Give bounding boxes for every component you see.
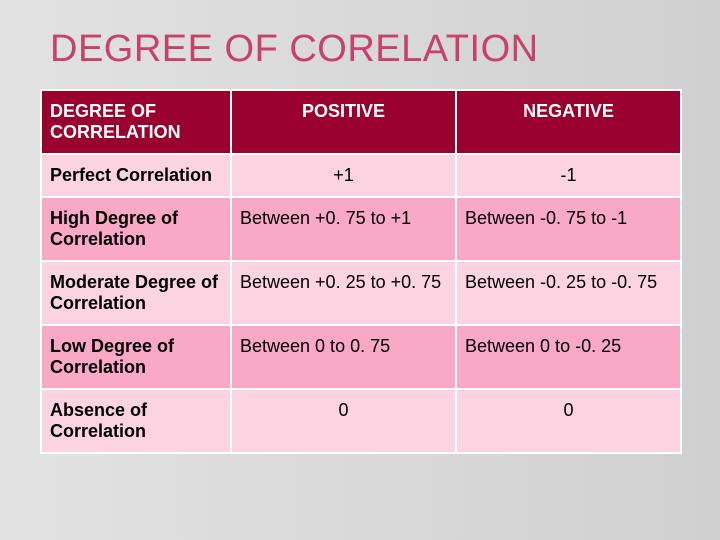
row-positive: Between +0. 25 to +0. 75: [231, 261, 456, 325]
col-header-positive: POSITIVE: [231, 90, 456, 154]
col-header-negative: NEGATIVE: [456, 90, 681, 154]
row-negative: Between 0 to -0. 25: [456, 325, 681, 389]
slide: DEGREE OF CORELATION DEGREE OF CORRELATI…: [0, 0, 720, 540]
row-positive: Between 0 to 0. 75: [231, 325, 456, 389]
col-header-degree: DEGREE OF CORRELATION: [41, 90, 231, 154]
row-negative: Between -0. 25 to -0. 75: [456, 261, 681, 325]
row-positive: Between +0. 75 to +1: [231, 197, 456, 261]
table-row: Perfect Correlation +1 -1: [41, 154, 681, 197]
row-negative: 0: [456, 389, 681, 453]
row-label: Moderate Degree of Correlation: [41, 261, 231, 325]
row-negative: -1: [456, 154, 681, 197]
row-positive: 0: [231, 389, 456, 453]
row-label: Low Degree of Correlation: [41, 325, 231, 389]
slide-title: DEGREE OF CORELATION: [0, 0, 720, 89]
table-row: Low Degree of Correlation Between 0 to 0…: [41, 325, 681, 389]
correlation-table: DEGREE OF CORRELATION POSITIVE NEGATIVE …: [40, 89, 682, 454]
row-positive: +1: [231, 154, 456, 197]
table-row: High Degree of Correlation Between +0. 7…: [41, 197, 681, 261]
table-row: Moderate Degree of Correlation Between +…: [41, 261, 681, 325]
row-label: Absence of Correlation: [41, 389, 231, 453]
table-header-row: DEGREE OF CORRELATION POSITIVE NEGATIVE: [41, 90, 681, 154]
table-row: Absence of Correlation 0 0: [41, 389, 681, 453]
row-label: High Degree of Correlation: [41, 197, 231, 261]
row-negative: Between -0. 75 to -1: [456, 197, 681, 261]
slide-title-text: DEGREE OF CORELATION: [50, 28, 539, 70]
row-label: Perfect Correlation: [41, 154, 231, 197]
